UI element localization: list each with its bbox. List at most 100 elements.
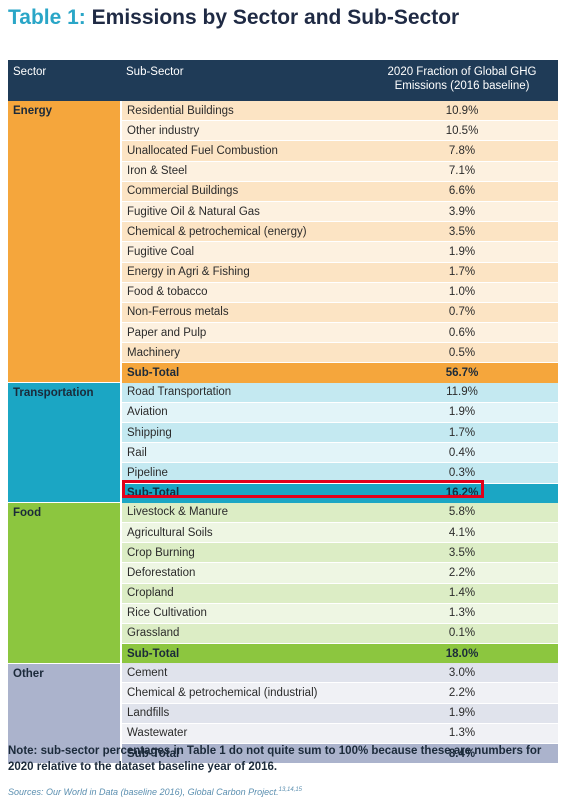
- table-row: Aviation 1.9%: [8, 402, 558, 424]
- sub-sector-name: Cropland: [121, 583, 366, 604]
- header-fraction: 2020 Fraction of Global GHG Emissions (2…: [366, 60, 558, 101]
- table-row: Grassland 0.1%: [8, 623, 558, 645]
- table-row: Iron & Steel 7.1%: [8, 161, 558, 182]
- fraction-value: 0.5%: [366, 342, 558, 364]
- sub-sector-name: Fugitive Oil & Natural Gas: [121, 201, 366, 223]
- fraction-value: 1.3%: [366, 723, 558, 745]
- sub-sector-name: Iron & Steel: [121, 161, 366, 182]
- subtotal-value: 18.0%: [366, 643, 558, 664]
- subtotal-value: 8.4%: [366, 743, 558, 764]
- sub-sector-name: Machinery: [121, 342, 366, 364]
- table-row: Energy in Agri & Fishing 1.7%: [8, 262, 558, 283]
- subtotal-row: Sub-Total 18.0%: [8, 643, 558, 664]
- sector-label: Transportation: [8, 382, 122, 504]
- fraction-value: 0.6%: [366, 322, 558, 344]
- sub-sector-name: Wastewater: [121, 723, 366, 745]
- table-number: Table 1:: [8, 6, 86, 29]
- fraction-value: 1.9%: [366, 241, 558, 263]
- table-row: Cropland 1.4%: [8, 583, 558, 604]
- fraction-value: 1.7%: [366, 422, 558, 444]
- subtotal-value: 56.7%: [366, 362, 558, 383]
- sub-sector-name: Unallocated Fuel Combustion: [121, 140, 366, 162]
- table-row: Other industry 10.5%: [8, 120, 558, 142]
- table-row: Unallocated Fuel Combustion 7.8%: [8, 140, 558, 162]
- sub-sector-name: Rice Cultivation: [121, 603, 366, 624]
- header-sub-sector: Sub-Sector: [121, 60, 366, 101]
- table-row: Rice Cultivation 1.3%: [8, 603, 558, 624]
- fraction-value: 7.8%: [366, 140, 558, 162]
- table-row: Energy Residential Buildings 10.9%: [8, 101, 558, 384]
- fraction-value: 1.0%: [366, 282, 558, 303]
- sub-sector-name: Food & tobacco: [121, 282, 366, 303]
- fraction-value: 6.6%: [366, 181, 558, 202]
- fraction-value: 3.9%: [366, 201, 558, 223]
- sector-label: Food: [8, 502, 122, 664]
- sub-sector-name: Grassland: [121, 623, 366, 645]
- table-row: Pipeline 0.3%: [8, 462, 558, 484]
- table-row: Food Livestock & Manure 5.8%: [8, 502, 558, 664]
- sub-sector-name: Crop Burning: [121, 542, 366, 564]
- fraction-value: 10.9%: [366, 101, 558, 122]
- fraction-value: 2.2%: [366, 562, 558, 584]
- sources-refs: 13,14,15: [278, 787, 302, 793]
- fraction-value: 0.7%: [366, 302, 558, 324]
- emissions-table: Sector Sub-Sector 2020 Fraction of Globa…: [8, 60, 558, 764]
- sub-sector-name: Paper and Pulp: [121, 322, 366, 344]
- sub-sector-name: Non-Ferrous metals: [121, 302, 366, 324]
- header-sector: Sector: [8, 60, 121, 101]
- fraction-value: 0.3%: [366, 462, 558, 484]
- fraction-value: 3.5%: [366, 542, 558, 564]
- fraction-value: 2.2%: [366, 682, 558, 704]
- subtotal-label: Sub-Total: [121, 643, 366, 664]
- table-row: Chemical & petrochemical (energy) 3.5%: [8, 221, 558, 243]
- sub-sector-name: Road Transportation: [121, 382, 366, 403]
- sub-sector-name: Energy in Agri & Fishing: [121, 262, 366, 283]
- table-row: Non-Ferrous metals 0.7%: [8, 302, 558, 324]
- sub-sector-name: Pipeline: [121, 462, 366, 484]
- table-row: Commercial Buildings 6.6%: [8, 181, 558, 202]
- fraction-value: 1.4%: [366, 583, 558, 604]
- page-title: Table 1: Emissions by Sector and Sub-Sec…: [8, 6, 459, 30]
- sources-text: Sources: Our World in Data (baseline 201…: [8, 787, 279, 797]
- sub-sector-name: Shipping: [121, 422, 366, 444]
- sector-label: Energy: [8, 101, 122, 384]
- group-transportation: Transportation Road Transportation 11.9% Av…: [8, 382, 558, 504]
- subtotal-row: Sub-Total 8.4%: [8, 743, 558, 764]
- sub-sector-name: Residential Buildings: [121, 101, 366, 122]
- sub-sector-name: Agricultural Soils: [121, 522, 366, 544]
- sub-sector-name: Commercial Buildings: [121, 181, 366, 202]
- footnote: Note: sub-sector percentages in Table 1 …: [8, 745, 542, 773]
- table-title: Emissions by Sector and Sub-Sector: [91, 6, 460, 29]
- table-row: Agricultural Soils 4.1%: [8, 522, 558, 544]
- fraction-value: 0.4%: [366, 442, 558, 464]
- fraction-value: 11.9%: [366, 382, 558, 403]
- subtotal-value: 16.2%: [366, 483, 558, 503]
- fraction-value: 3.5%: [366, 221, 558, 243]
- sub-sector-name: Other industry: [121, 120, 366, 142]
- table-row: Food & tobacco 1.0%: [8, 282, 558, 303]
- sources-line: Sources: Our World in Data (baseline 201…: [8, 787, 302, 797]
- fraction-value: 1.3%: [366, 603, 558, 624]
- group-food: Food Livestock & Manure 5.8% Agricultural S…: [8, 502, 558, 664]
- sub-sector-name: Aviation: [121, 402, 366, 424]
- table-row: Fugitive Coal 1.9%: [8, 241, 558, 263]
- fraction-value: 10.5%: [366, 120, 558, 142]
- fraction-value: 4.1%: [366, 522, 558, 544]
- sub-sector-name: Chemical & petrochemical (energy): [121, 221, 366, 243]
- sub-sector-name: Chemical & petrochemical (industrial): [121, 682, 366, 704]
- table-row: Deforestation 2.2%: [8, 562, 558, 584]
- sub-sector-name: Fugitive Coal: [121, 241, 366, 263]
- sub-sector-name: Landfills: [121, 703, 366, 724]
- group-energy: Energy Residential Buildings 10.9% Other in…: [8, 101, 558, 384]
- subtotal-label: Sub-Total: [121, 743, 366, 764]
- fraction-value: 7.1%: [366, 161, 558, 182]
- subtotal-label: Sub-Total: [121, 362, 366, 383]
- fraction-value: 1.7%: [366, 262, 558, 283]
- table-row: Paper and Pulp 0.6%: [8, 322, 558, 344]
- table-row: Crop Burning 3.5%: [8, 542, 558, 564]
- subtotal-row: Sub-Total 56.7%: [8, 362, 558, 383]
- subtotal-label: Sub-Total: [121, 483, 366, 503]
- table-row: Fugitive Oil & Natural Gas 3.9%: [8, 201, 558, 223]
- sector-label: Other: [8, 663, 122, 764]
- table-row: Wastewater 1.3%: [8, 723, 558, 745]
